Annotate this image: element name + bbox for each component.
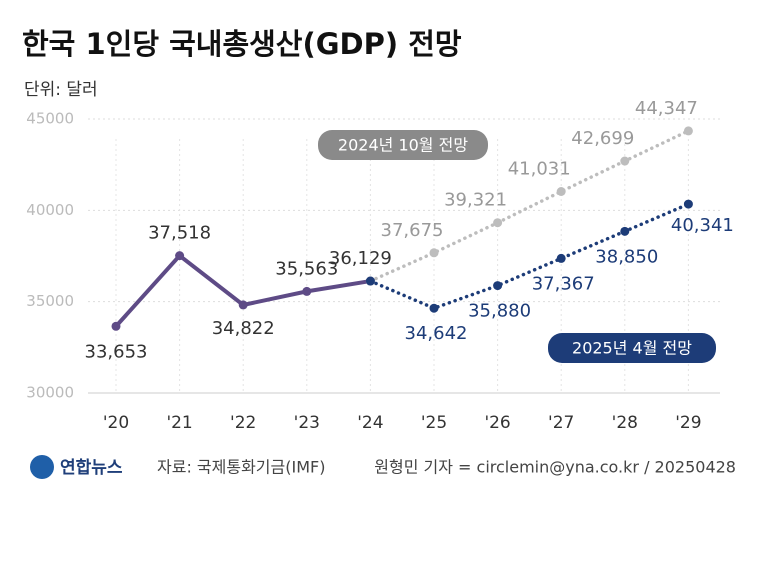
point (556, 253, 566, 263)
data-label: 37,675 (381, 220, 444, 241)
legend-label: 2025년 4월 전망 (572, 339, 692, 358)
x-tick-label: '21 (166, 413, 192, 433)
point (302, 286, 312, 296)
point (493, 218, 503, 228)
y-tick-label: 45000 (26, 110, 74, 128)
data-label: 39,321 (444, 190, 507, 211)
data-label: 33,653 (85, 341, 148, 362)
logo: 연합뉴스 (30, 455, 123, 479)
point (238, 300, 248, 310)
data-label: 37,367 (532, 273, 595, 294)
data-label: 35,563 (275, 258, 338, 279)
data-label: 36,129 (329, 248, 392, 269)
data-label: 38,850 (595, 246, 658, 267)
subtitle: 단위: 달러 (24, 80, 98, 100)
point (429, 303, 439, 313)
legend-box (548, 333, 716, 363)
data-label: 37,518 (148, 223, 211, 244)
line (368, 129, 691, 283)
point (620, 226, 630, 236)
source: 자료: 국제통화기금(IMF) (157, 458, 325, 477)
data-label: 41,031 (508, 159, 571, 180)
line (368, 202, 691, 311)
point (683, 199, 693, 209)
credit: 원형민 기자 = circlemin@yna.co.kr / 20250428 (374, 458, 736, 477)
point (620, 156, 630, 166)
logo-icon (30, 455, 54, 479)
data-label: 34,822 (212, 318, 275, 339)
y-tick-label: 30000 (26, 384, 74, 402)
point (556, 187, 566, 197)
point (111, 321, 121, 331)
data-label: 44,347 (635, 98, 698, 119)
x-tick-label: '23 (294, 413, 320, 433)
point (365, 276, 375, 286)
x-tick-label: '25 (421, 413, 447, 433)
legend-label: 2024년 10월 전망 (338, 136, 468, 155)
data-label: 42,699 (571, 128, 634, 149)
point (683, 126, 693, 136)
logo-text: 연합뉴스 (60, 457, 123, 478)
point (175, 251, 185, 261)
x-tick-label: '27 (548, 413, 574, 433)
y-tick-label: 35000 (26, 292, 74, 310)
x-tick-label: '22 (230, 413, 256, 433)
legend-box (318, 130, 488, 160)
x-tick-label: '24 (357, 413, 383, 433)
x-tick-label: '28 (612, 413, 638, 433)
x-tick-label: '29 (675, 413, 701, 433)
chart-title: 한국 1인당 국내총생산(GDP) 전망 (22, 27, 462, 61)
y-tick-label: 40000 (26, 201, 74, 219)
data-label: 34,642 (405, 323, 468, 344)
x-tick-label: '20 (103, 413, 129, 433)
data-label: 40,341 (671, 215, 734, 236)
x-tick-label: '26 (484, 413, 510, 433)
point (429, 248, 439, 258)
point (493, 281, 503, 291)
data-label: 35,880 (468, 301, 531, 322)
